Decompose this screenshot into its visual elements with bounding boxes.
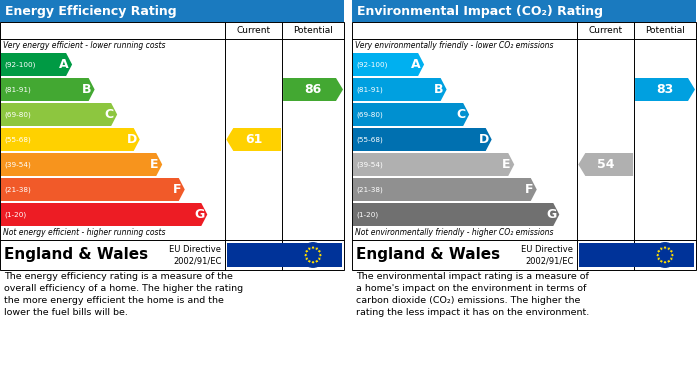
Text: G: G bbox=[546, 208, 556, 221]
Text: A: A bbox=[60, 58, 69, 71]
Polygon shape bbox=[307, 260, 311, 263]
Text: (21-38): (21-38) bbox=[4, 186, 31, 193]
Polygon shape bbox=[656, 253, 659, 257]
Text: Potential: Potential bbox=[645, 26, 685, 35]
Text: 61: 61 bbox=[245, 133, 262, 146]
Text: (55-68): (55-68) bbox=[356, 136, 383, 143]
Text: (39-54): (39-54) bbox=[4, 161, 31, 168]
Text: B: B bbox=[434, 83, 443, 96]
Text: (39-54): (39-54) bbox=[356, 161, 383, 168]
Text: (69-80): (69-80) bbox=[356, 111, 383, 118]
Text: (81-91): (81-91) bbox=[4, 86, 31, 93]
Text: Environmental Impact (CO₂) Rating: Environmental Impact (CO₂) Rating bbox=[357, 5, 603, 18]
Text: B: B bbox=[82, 83, 92, 96]
Polygon shape bbox=[1, 78, 95, 101]
Polygon shape bbox=[226, 128, 281, 151]
Polygon shape bbox=[305, 250, 309, 253]
Text: EU Directive
2002/91/EC: EU Directive 2002/91/EC bbox=[169, 245, 221, 265]
Text: C: C bbox=[104, 108, 113, 121]
Polygon shape bbox=[659, 247, 663, 251]
Text: EU Directive
2002/91/EC: EU Directive 2002/91/EC bbox=[522, 245, 573, 265]
Polygon shape bbox=[353, 153, 514, 176]
Polygon shape bbox=[1, 53, 72, 76]
Polygon shape bbox=[305, 257, 309, 260]
Polygon shape bbox=[578, 153, 633, 176]
Text: F: F bbox=[524, 183, 533, 196]
Polygon shape bbox=[307, 247, 311, 251]
Polygon shape bbox=[1, 153, 162, 176]
Text: Not environmentally friendly - higher CO₂ emissions: Not environmentally friendly - higher CO… bbox=[355, 228, 554, 237]
Polygon shape bbox=[353, 103, 469, 126]
Text: Potential: Potential bbox=[293, 26, 333, 35]
Text: Very energy efficient - lower running costs: Very energy efficient - lower running co… bbox=[3, 41, 165, 50]
Bar bbox=[352, 22, 696, 270]
Polygon shape bbox=[659, 260, 663, 263]
Polygon shape bbox=[1, 103, 117, 126]
Polygon shape bbox=[318, 253, 322, 257]
Text: (92-100): (92-100) bbox=[356, 61, 387, 68]
Circle shape bbox=[653, 243, 677, 267]
Polygon shape bbox=[312, 261, 315, 264]
Text: (81-91): (81-91) bbox=[356, 86, 383, 93]
Polygon shape bbox=[353, 203, 559, 226]
Text: 83: 83 bbox=[657, 83, 673, 96]
Text: Current: Current bbox=[237, 26, 271, 35]
Bar bbox=[580, 243, 694, 267]
Text: England & Wales: England & Wales bbox=[4, 248, 148, 262]
Polygon shape bbox=[353, 78, 447, 101]
Polygon shape bbox=[670, 257, 673, 260]
Polygon shape bbox=[667, 247, 671, 251]
Bar bbox=[0, 22, 344, 270]
Polygon shape bbox=[657, 250, 660, 253]
Polygon shape bbox=[283, 78, 343, 101]
Circle shape bbox=[301, 243, 326, 267]
Text: (21-38): (21-38) bbox=[356, 186, 383, 193]
Polygon shape bbox=[353, 53, 424, 76]
Text: C: C bbox=[456, 108, 466, 121]
Polygon shape bbox=[1, 178, 185, 201]
Text: G: G bbox=[194, 208, 204, 221]
Polygon shape bbox=[635, 78, 695, 101]
Text: 54: 54 bbox=[597, 158, 615, 171]
Text: England & Wales: England & Wales bbox=[356, 248, 500, 262]
Bar bbox=[352, 0, 696, 22]
Polygon shape bbox=[318, 250, 321, 253]
Polygon shape bbox=[353, 178, 537, 201]
Text: Very environmentally friendly - lower CO₂ emissions: Very environmentally friendly - lower CO… bbox=[355, 41, 554, 50]
Text: A: A bbox=[412, 58, 421, 71]
Polygon shape bbox=[667, 260, 671, 263]
Text: D: D bbox=[479, 133, 489, 146]
Text: D: D bbox=[127, 133, 136, 146]
Polygon shape bbox=[657, 257, 660, 260]
Polygon shape bbox=[318, 257, 321, 260]
Text: Current: Current bbox=[589, 26, 623, 35]
Text: F: F bbox=[172, 183, 181, 196]
Polygon shape bbox=[670, 250, 673, 253]
Polygon shape bbox=[671, 253, 674, 257]
Text: 86: 86 bbox=[304, 83, 322, 96]
Polygon shape bbox=[315, 247, 318, 251]
Text: (92-100): (92-100) bbox=[4, 61, 36, 68]
Polygon shape bbox=[664, 261, 667, 264]
Text: E: E bbox=[150, 158, 158, 171]
Bar bbox=[0, 0, 344, 22]
Polygon shape bbox=[353, 128, 491, 151]
Text: The energy efficiency rating is a measure of the
overall efficiency of a home. T: The energy efficiency rating is a measur… bbox=[4, 272, 243, 317]
Text: (69-80): (69-80) bbox=[4, 111, 31, 118]
Polygon shape bbox=[1, 203, 207, 226]
Polygon shape bbox=[312, 246, 315, 249]
Text: Energy Efficiency Rating: Energy Efficiency Rating bbox=[5, 5, 176, 18]
Bar bbox=[228, 243, 342, 267]
Text: The environmental impact rating is a measure of
a home's impact on the environme: The environmental impact rating is a mea… bbox=[356, 272, 589, 317]
Text: E: E bbox=[502, 158, 510, 171]
Polygon shape bbox=[1, 128, 140, 151]
Text: (1-20): (1-20) bbox=[4, 211, 26, 218]
Text: Not energy efficient - higher running costs: Not energy efficient - higher running co… bbox=[3, 228, 165, 237]
Polygon shape bbox=[664, 246, 667, 249]
Polygon shape bbox=[304, 253, 307, 257]
Polygon shape bbox=[315, 260, 318, 263]
Text: (55-68): (55-68) bbox=[4, 136, 31, 143]
Text: (1-20): (1-20) bbox=[356, 211, 378, 218]
